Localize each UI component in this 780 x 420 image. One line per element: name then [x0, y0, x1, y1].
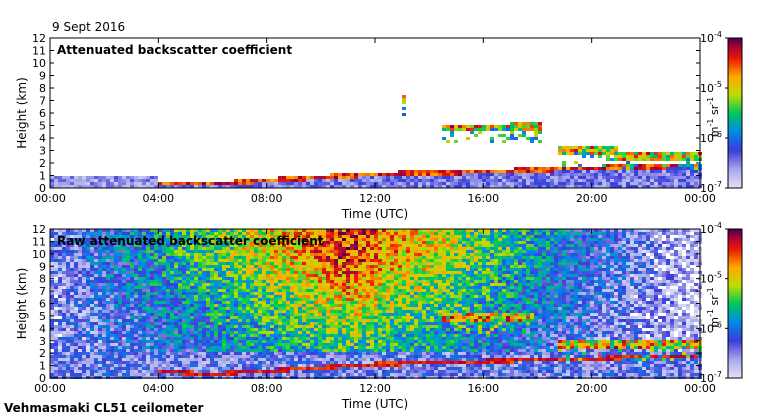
colorbar-tick-label: 10-6	[700, 130, 722, 145]
colorbar	[727, 37, 743, 189]
y-tick-label: 8	[39, 273, 46, 286]
x-tick-label: 12:00	[359, 192, 391, 205]
x-tick-label: 16:00	[467, 192, 499, 205]
y-tick-label: 1	[39, 360, 46, 373]
colorbar-tick-label: 10-5	[700, 80, 722, 95]
x-tick-label: 08:00	[251, 382, 283, 395]
x-tick-label: 04:00	[142, 382, 174, 395]
plot-area	[50, 38, 700, 188]
y-tick-label: 9	[39, 70, 46, 83]
x-tick-label: 00:00	[34, 192, 66, 205]
x-tick-label: 20:00	[576, 192, 608, 205]
y-tick-label: 11	[32, 45, 46, 58]
y-tick-label: 11	[32, 235, 46, 248]
y-tick-label: 2	[39, 157, 46, 170]
heatmap-cells	[50, 229, 702, 379]
y-tick-label: 0	[39, 372, 46, 385]
y-tick-label: 0	[39, 182, 46, 195]
heatmap-cells	[50, 95, 702, 188]
colorbar	[727, 228, 743, 379]
y-axis-label: Height (km)	[15, 268, 29, 339]
y-tick-label: 8	[39, 82, 46, 95]
y-tick-label: 7	[39, 95, 46, 108]
y-tick-label: 3	[39, 335, 46, 348]
colorbar-unit: m-1 sr-1	[706, 287, 721, 327]
x-axis-label: Time (UTC)	[341, 397, 408, 411]
panel-title: Raw attenuated backscatter coefficient	[57, 234, 324, 248]
y-tick-label: 10	[32, 57, 46, 70]
colorbar-tick-label: 10-7	[700, 180, 722, 195]
colorbar-unit: m-1 sr-1	[706, 97, 721, 137]
y-tick-label: 5	[39, 120, 46, 133]
y-tick-label: 4	[39, 322, 46, 335]
colorbar-tick-label: 10-5	[700, 271, 722, 286]
x-tick-label: 20:00	[576, 382, 608, 395]
panel-title: Attenuated backscatter coefficient	[57, 43, 292, 57]
instrument-label: Vehmasmaki CL51 ceilometer	[4, 401, 204, 415]
y-tick-label: 7	[39, 285, 46, 298]
x-tick-label: 00:00	[684, 382, 716, 395]
backscatter-panel-1: Attenuated backscatter coefficient012345…	[15, 30, 743, 221]
y-tick-label: 6	[39, 107, 46, 120]
y-tick-label: 2	[39, 347, 46, 360]
x-tick-label: 08:00	[251, 192, 283, 205]
y-tick-label: 10	[32, 248, 46, 261]
y-tick-label: 3	[39, 145, 46, 158]
y-tick-label: 6	[39, 298, 46, 311]
colorbar-tick-label: 10-7	[700, 370, 722, 385]
x-tick-label: 00:00	[34, 382, 66, 395]
y-tick-label: 1	[39, 170, 46, 183]
x-tick-label: 04:00	[142, 192, 174, 205]
x-tick-label: 00:00	[684, 192, 716, 205]
colorbar-tick-label: 10-4	[700, 30, 722, 45]
date-label: 9 Sept 2016	[52, 20, 126, 34]
x-tick-label: 16:00	[467, 382, 499, 395]
colorbar-tick-label: 10-6	[700, 320, 722, 335]
colorbar-tick-label: 10-4	[700, 221, 722, 236]
x-tick-label: 12:00	[359, 382, 391, 395]
y-tick-label: 12	[32, 223, 46, 236]
y-axis-label: Height (km)	[15, 77, 29, 148]
backscatter-panel-2: Raw attenuated backscatter coefficient01…	[15, 221, 743, 411]
y-tick-label: 9	[39, 260, 46, 273]
y-tick-label: 12	[32, 32, 46, 45]
y-tick-label: 5	[39, 310, 46, 323]
x-axis-label: Time (UTC)	[341, 207, 408, 221]
y-tick-label: 4	[39, 132, 46, 145]
